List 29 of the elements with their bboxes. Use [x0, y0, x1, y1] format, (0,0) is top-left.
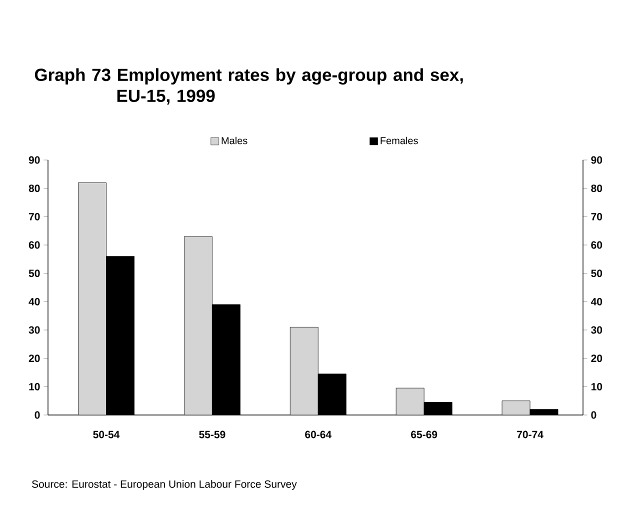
- y2-tick-label: 40: [590, 298, 602, 306]
- x-tick-label: 50-54: [93, 430, 120, 438]
- y-tick-label: 0: [34, 411, 40, 419]
- y-tick-label: 50: [28, 270, 40, 278]
- y-tick-label: 60: [28, 241, 40, 249]
- source-note: Source: Eurostat - European Union Labour Force Survey: [32, 480, 297, 490]
- y-tick-label: 70: [28, 212, 40, 220]
- y2-tick-label: 0: [591, 411, 596, 419]
- y2-tick-label: 20: [591, 354, 602, 362]
- y2-tick-label: 50: [591, 270, 602, 278]
- y-tick-label: 10: [29, 382, 40, 390]
- y-tick-label: 20: [28, 354, 40, 362]
- y2-tick-label: 70: [591, 212, 602, 220]
- y2-tick-label: 10: [591, 382, 602, 390]
- legend-label: Males: [222, 136, 248, 144]
- legend-label: Females: [380, 136, 418, 144]
- y-tick-label: 30: [28, 326, 40, 334]
- x-tick-label: 65-69: [411, 430, 438, 438]
- y2-tick-label: 30: [591, 326, 602, 334]
- x-tick-label: 70-74: [517, 430, 544, 438]
- y2-tick-label: 80: [591, 184, 602, 192]
- x-tick-label: 55-59: [199, 430, 226, 438]
- y2-tick-label: 90: [591, 156, 602, 164]
- chart-title: Graph 73 Employment rates by age-group and sex, EU-15, 1999: [34, 68, 463, 105]
- y2-tick-label: 60: [591, 241, 602, 249]
- x-tick-label: 60-64: [305, 430, 332, 438]
- y-tick-label: 80: [28, 184, 40, 192]
- y-tick-label: 40: [28, 298, 40, 306]
- y-tick-label: 90: [28, 156, 40, 164]
